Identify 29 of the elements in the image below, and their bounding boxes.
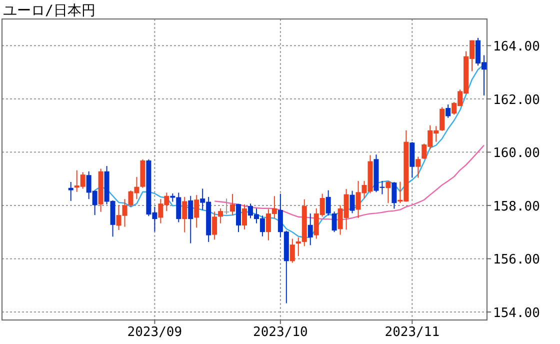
candlestick xyxy=(446,104,451,118)
chart-title: ユーロ/日本円 xyxy=(3,3,96,19)
candlestick xyxy=(194,194,200,228)
candlestick xyxy=(416,156,421,178)
candlestick xyxy=(332,211,337,233)
x-tick-label: 2023/11 xyxy=(384,325,440,340)
candlestick xyxy=(212,211,218,240)
y-tick-label: 154.00 xyxy=(493,306,540,322)
y-tick-label: 162.00 xyxy=(493,92,540,108)
y-tick-label: 158.00 xyxy=(493,199,540,214)
candlestick xyxy=(236,203,242,233)
y-tick-label: 160.00 xyxy=(493,146,540,162)
x-tick-label: 2023/10 xyxy=(253,325,308,340)
candlestick xyxy=(218,208,224,224)
candlestick xyxy=(326,190,331,216)
candlestick xyxy=(350,190,355,214)
candlestick xyxy=(242,204,247,230)
y-tick-label: 156.00 xyxy=(493,252,540,268)
candlestick xyxy=(290,238,295,264)
candlestick xyxy=(440,106,445,132)
candlestick xyxy=(308,212,313,246)
candlestick xyxy=(188,195,194,244)
candlestick xyxy=(386,180,391,204)
candlestick xyxy=(68,182,74,202)
x-tick-label: 2023/09 xyxy=(127,325,182,340)
candlestick xyxy=(392,182,397,210)
y-tick-label: 164.00 xyxy=(493,40,540,55)
candlestick xyxy=(230,194,236,216)
candlestick xyxy=(182,196,188,233)
